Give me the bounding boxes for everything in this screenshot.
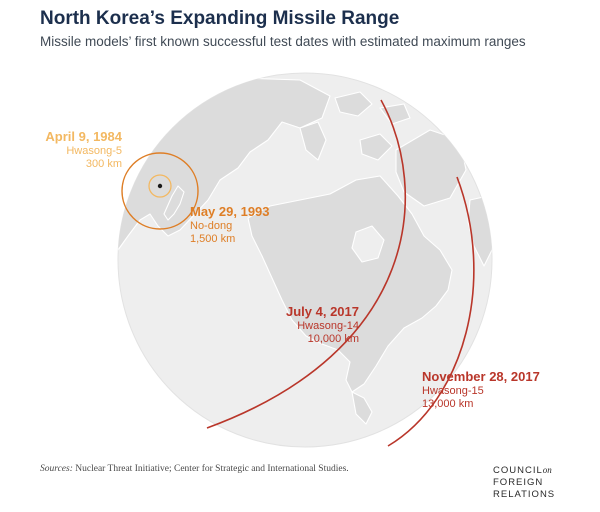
arctic-island: [379, 103, 411, 125]
north-america-landmass: [247, 175, 453, 393]
missile-range: 300 km: [85, 157, 122, 170]
cfr-logo: COUNCILon FOREIGN RELATIONS: [493, 465, 555, 501]
range-ring-hwasong-15: [387, 176, 475, 447]
range-ring-no-dong: [121, 152, 199, 230]
chart-title: North Korea’s Expanding Missile Range: [40, 8, 400, 29]
range-ring-hwasong-5: [148, 174, 172, 198]
landmasses: [118, 77, 492, 425]
hudson-bay: [351, 225, 385, 263]
missile-range: 13,000 km: [422, 397, 474, 410]
logo-on: on: [542, 465, 552, 475]
central-america: [351, 391, 373, 425]
missile-date: April 9, 1984: [45, 129, 122, 144]
label-no-dong: May 29, 1993 No-dong 1,500 km: [190, 204, 270, 246]
missile-model: Hwasong-15: [422, 384, 484, 397]
range-ring-hwasong-14: [206, 99, 407, 429]
range-rings: [121, 99, 475, 447]
missile-date: July 4, 2017: [286, 304, 359, 319]
missile-model: Hwasong-14: [297, 319, 359, 332]
sources-note: Sources: Nuclear Threat Initiative; Cent…: [40, 464, 349, 474]
sources-label: Sources:: [40, 464, 73, 474]
missile-model: Hwasong-5: [66, 144, 122, 157]
launch-point-marker: [157, 183, 163, 189]
sources-text: Nuclear Threat Initiative; Center for St…: [75, 464, 349, 474]
label-hwasong-5: April 9, 1984 Hwasong-5 300 km: [45, 129, 122, 171]
missile-date: May 29, 1993: [190, 204, 270, 219]
logo-line1: COUNCIL: [493, 465, 543, 476]
arctic-island: [359, 133, 393, 161]
label-hwasong-15: November 28, 2017 Hwasong-15 13,000 km: [422, 369, 540, 411]
label-hwasong-14: July 4, 2017 Hwasong-14 10,000 km: [286, 304, 359, 346]
arctic-island: [334, 91, 373, 117]
missile-range: 10,000 km: [307, 332, 359, 345]
logo-line2: FOREIGN: [493, 476, 544, 488]
missile-range: 1,500 km: [190, 232, 236, 245]
japan-islands: [163, 185, 185, 221]
greenland-landmass: [395, 129, 467, 207]
missile-model: No-dong: [190, 219, 233, 232]
missile-date: November 28, 2017: [422, 369, 540, 384]
chart-subtitle: Missile models’ first known successful t…: [40, 34, 526, 49]
kamchatka: [299, 121, 327, 161]
logo-line3: RELATIONS: [493, 488, 556, 500]
